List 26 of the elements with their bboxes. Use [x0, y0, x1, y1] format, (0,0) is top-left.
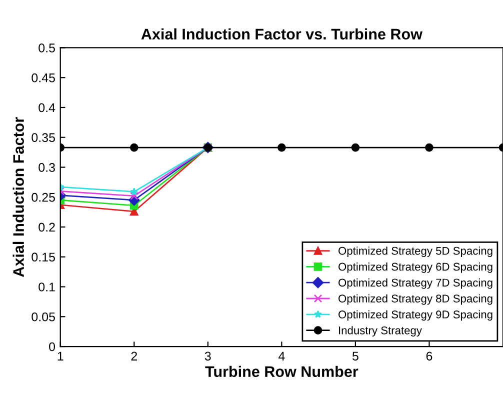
y-tick-label: 0.1: [38, 282, 55, 292]
x-axis-title: Turbine Row Number: [205, 366, 358, 378]
x-tick-label: 4: [278, 352, 285, 360]
y-tick-label: 0.15: [32, 252, 55, 262]
x-tick-label: 5: [352, 352, 358, 361]
y-tick-label: 0.25: [32, 192, 55, 202]
y-axis-title: Axial Induction Factor: [12, 117, 24, 277]
y-tick-label: 0.05: [32, 312, 55, 322]
y-tick-label: 0.45: [32, 73, 55, 82]
x-tick-label: 2: [131, 352, 137, 360]
y-tick-label: 0.35: [32, 133, 55, 142]
legend-label: Optimized Strategy 7D Spacing: [338, 278, 492, 289]
legend-label: Optimized Strategy 6D Spacing: [338, 262, 492, 273]
y-tick-label: 0.5: [38, 44, 55, 52]
legend-label: Optimized Strategy 9D Spacing: [338, 310, 492, 321]
y-tick-label: 0: [49, 342, 56, 352]
legend-label: Optimized Strategy 5D Spacing: [338, 246, 492, 257]
x-tick-label: 3: [204, 352, 211, 361]
legend-label: Optimized Strategy 8D Spacing: [338, 294, 492, 305]
x-tick-label: 6: [426, 352, 432, 361]
x-tick-label: 1: [58, 352, 64, 360]
legend-label: Industry Strategy: [339, 326, 422, 337]
y-tick-label: 0.3: [38, 163, 55, 172]
y-tick-label: 0.4: [38, 103, 56, 112]
y-tick-label: 0.2: [38, 222, 55, 232]
chart-title: Axial Induction Factor vs. Turbine Row: [141, 28, 422, 40]
